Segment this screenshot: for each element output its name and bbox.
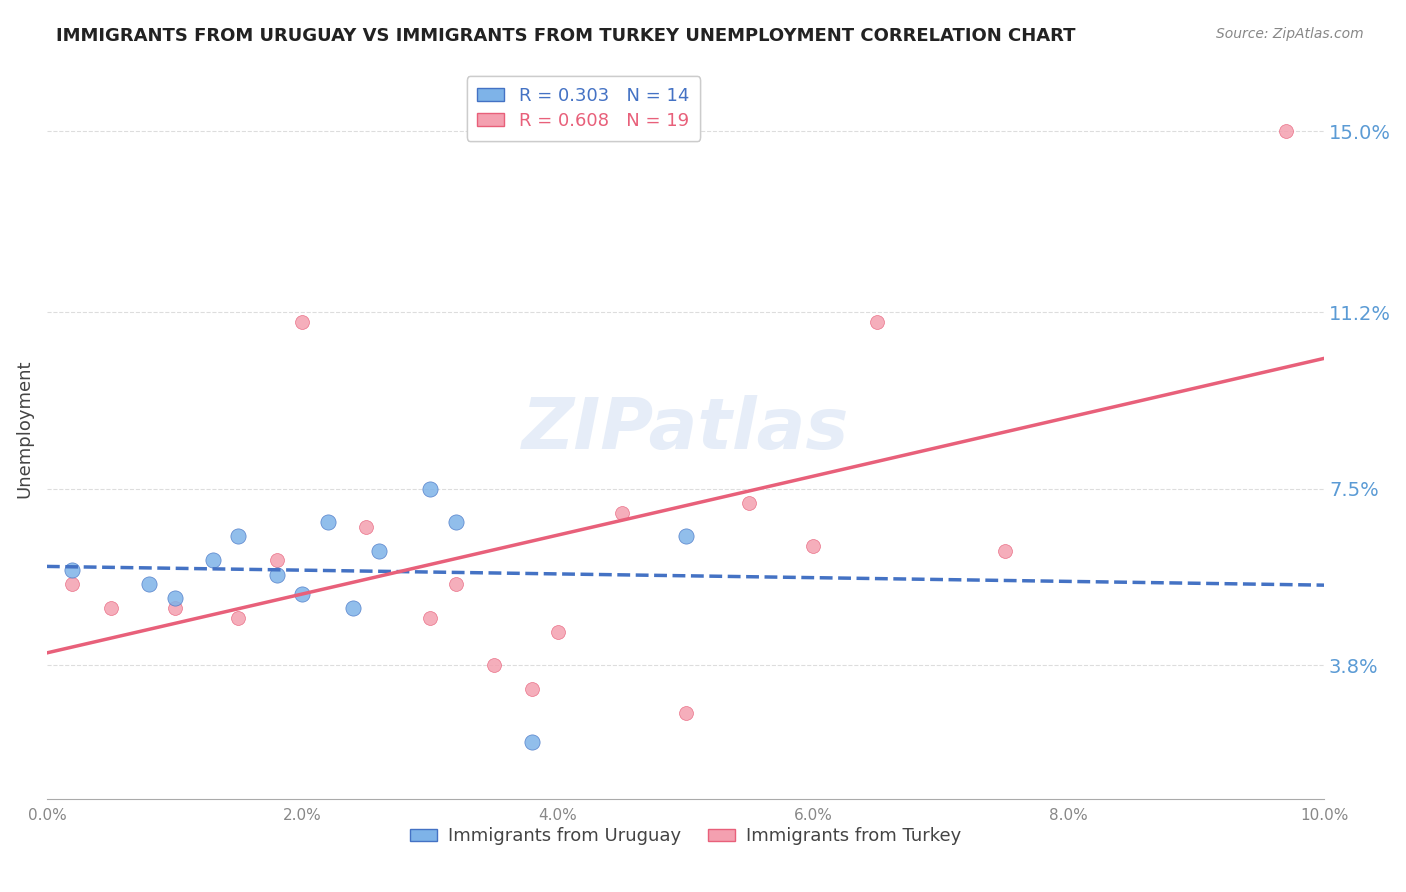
Point	[316, 515, 339, 529]
Point	[368, 543, 391, 558]
Point	[62, 577, 84, 591]
Point	[138, 577, 160, 591]
Text: ZIPatlas: ZIPatlas	[522, 394, 849, 464]
Text: Source: ZipAtlas.com: Source: ZipAtlas.com	[1216, 27, 1364, 41]
Point	[354, 520, 377, 534]
Point	[801, 539, 824, 553]
Point	[444, 515, 467, 529]
Point	[738, 496, 761, 510]
Point	[675, 529, 697, 543]
Point	[444, 577, 467, 591]
Point	[419, 482, 441, 496]
Point	[610, 506, 633, 520]
Point	[675, 706, 697, 720]
Point	[482, 658, 505, 673]
Point	[419, 610, 441, 624]
Point	[100, 601, 122, 615]
Point	[291, 587, 314, 601]
Legend: R = 0.303   N = 14, R = 0.608   N = 19: R = 0.303 N = 14, R = 0.608 N = 19	[467, 76, 700, 141]
Point	[228, 529, 250, 543]
Point	[1275, 124, 1298, 138]
Point	[342, 601, 364, 615]
Point	[266, 567, 288, 582]
Point	[866, 315, 889, 329]
Point	[201, 553, 224, 567]
Point	[266, 553, 288, 567]
Point	[228, 610, 250, 624]
Y-axis label: Unemployment: Unemployment	[15, 360, 32, 499]
Point	[163, 601, 186, 615]
Point	[62, 563, 84, 577]
Point	[547, 624, 569, 639]
Point	[163, 591, 186, 606]
Point	[994, 543, 1017, 558]
Point	[291, 315, 314, 329]
Point	[522, 682, 544, 697]
Point	[522, 734, 544, 748]
Text: IMMIGRANTS FROM URUGUAY VS IMMIGRANTS FROM TURKEY UNEMPLOYMENT CORRELATION CHART: IMMIGRANTS FROM URUGUAY VS IMMIGRANTS FR…	[56, 27, 1076, 45]
